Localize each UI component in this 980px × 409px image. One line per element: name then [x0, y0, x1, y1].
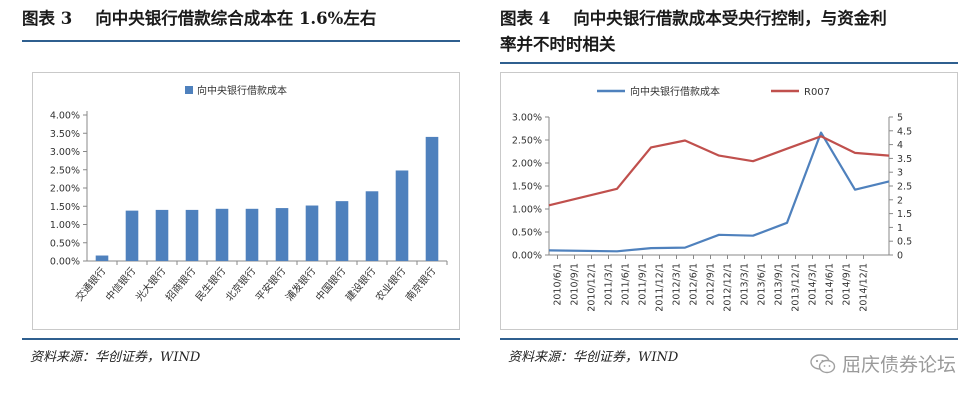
bar-x-tick-label: 民生银行 — [193, 265, 229, 304]
line-x-tick-label: 2012/9/1 — [706, 263, 717, 306]
line-y-left-tick-label: 2.50% — [512, 136, 542, 147]
series-line-2 — [548, 135, 890, 207]
bar-x-tick-label: 建设银行 — [343, 265, 379, 304]
bar-y-tick-label: 2.50% — [50, 165, 80, 176]
bar-9 — [335, 201, 349, 261]
line-y-left-tick-label: 2.00% — [512, 159, 542, 170]
bar-1 — [95, 255, 109, 261]
bar-y-tick-label: 0.00% — [50, 257, 80, 268]
line-y-right-tick-label: 5 — [897, 113, 903, 124]
watermark-text: 屈庆债券论坛 — [841, 354, 956, 376]
line-x-tick-label: 2012/6/1 — [689, 263, 700, 306]
line-x-tick-label: 2014/6/1 — [825, 263, 836, 306]
bar-4 — [185, 209, 199, 261]
line-y-right-tick-label: 0 — [897, 251, 903, 262]
line-x-tick-label: 2011/9/1 — [638, 263, 649, 306]
line-y-right-tick-label: 1.5 — [897, 209, 912, 220]
right-source-rule — [500, 338, 958, 340]
line-y-left-tick-label: 0.00% — [512, 251, 542, 262]
bar-x-tick-label: 中信银行 — [103, 265, 139, 304]
line-y-left-tick-label: 1.50% — [512, 182, 542, 193]
line-x-tick-label: 2011/3/1 — [604, 263, 615, 306]
left-title-rule — [22, 40, 460, 42]
bar-x-tick-label: 浦发银行 — [283, 265, 319, 304]
line-x-tick-label: 2010/12/1 — [587, 263, 598, 312]
line-y-right-tick-label: 0.5 — [897, 237, 912, 248]
bar-x-tick-label: 北京银行 — [223, 265, 259, 304]
bar-chart: 向中央银行借款成本 0.00% 0.50% 1.00% 1.50% 2.00% 2.50% 3… — [50, 84, 448, 304]
line-x-tick-label: 2013/9/1 — [774, 263, 785, 306]
line-x-tick-label: 2013/6/1 — [757, 263, 768, 306]
line-x-tick-label: 2012/3/1 — [672, 263, 683, 306]
line-chart: 向中央银行借款成本 R007 0.00% 0.50% 1.00% 1.50% 2.00% 2.… — [512, 85, 912, 312]
line-y-left-tick-label: 3.00% — [512, 113, 542, 124]
line-y-right-tick-label: 2.5 — [897, 182, 912, 193]
bar-y-tick-label: 1.00% — [50, 220, 80, 231]
bar-x-tick-label: 交通银行 — [73, 265, 109, 304]
line-legend-label-1: 向中央银行借款成本 — [630, 85, 720, 98]
bar-x-tick-label: 招商银行 — [163, 265, 199, 304]
line-x-tick-label: 2010/9/1 — [570, 263, 581, 306]
bar-8 — [305, 205, 319, 261]
line-x-tick-label: 2011/6/1 — [621, 263, 632, 306]
bar-10 — [365, 191, 379, 261]
line-x-tick-label: 2012/12/1 — [723, 263, 734, 312]
line-x-tick-label: 2010/6/1 — [553, 263, 564, 306]
wechat-icon — [810, 353, 836, 373]
left-source-rule — [22, 338, 460, 340]
line-y-right-tick-label: 2 — [897, 195, 903, 206]
bar-y-tick-label: 2.00% — [50, 184, 80, 195]
bar-legend-swatch — [185, 86, 193, 94]
bar-11 — [395, 170, 409, 261]
line-x-tick-label: 2013/3/1 — [740, 263, 751, 306]
bar-7 — [275, 208, 289, 261]
bar-x-tick-label: 中国银行 — [313, 265, 349, 304]
bar-5 — [215, 208, 229, 261]
bar-legend-label: 向中央银行借款成本 — [197, 84, 287, 97]
right-source-note: 资料来源：华创证券，WIND — [508, 350, 679, 365]
right-figure-title: 图表 4 向中央银行借款成本受央行控制，与资金利 率并不时时相关 — [500, 9, 887, 54]
bar-6 — [245, 208, 259, 261]
bar-2 — [125, 210, 139, 261]
bar-chart-frame: 向中央银行借款成本 0.00% 0.50% 1.00% 1.50% 2.00% 2.50% 3… — [32, 72, 460, 330]
watermark: 屈庆债券论坛 — [810, 350, 956, 377]
line-legend-label-2: R007 — [804, 87, 830, 98]
line-x-tick-label: 2014/12/1 — [859, 263, 870, 312]
right-title-rule — [500, 62, 958, 64]
bar-x-tick-label: 南京银行 — [403, 265, 439, 304]
line-x-tick-label: 2013/12/1 — [791, 263, 802, 312]
bar-12 — [425, 136, 439, 261]
line-chart-frame: 向中央银行借款成本 R007 0.00% 0.50% 1.00% 1.50% 2.00% 2.… — [500, 72, 958, 330]
line-y-right-tick-label: 1 — [897, 223, 903, 234]
line-x-tick-label: 2014/3/1 — [808, 263, 819, 306]
line-y-left-tick-label: 1.00% — [512, 205, 542, 216]
line-x-tick-label: 2011/12/1 — [655, 263, 666, 312]
bar-y-tick-label: 1.50% — [50, 202, 80, 213]
bar-x-tick-label: 光大银行 — [133, 265, 169, 304]
line-y-right-tick-label: 4 — [897, 140, 903, 151]
left-figure-title: 图表 3 向中央银行借款综合成本在 1.6%左右 — [22, 9, 377, 28]
bar-y-tick-label: 3.50% — [50, 129, 80, 140]
left-source-note: 资料来源：华创证券，WIND — [30, 350, 201, 365]
line-y-right-tick-label: 3 — [897, 168, 903, 179]
series-line-1 — [548, 131, 890, 253]
bar-3 — [155, 209, 169, 261]
line-x-tick-label: 2014/9/1 — [842, 263, 853, 306]
bar-y-tick-label: 4.00% — [50, 111, 80, 122]
bar-x-tick-label: 平安银行 — [253, 265, 289, 304]
line-y-left-tick-label: 0.50% — [512, 228, 542, 239]
bar-y-tick-label: 3.00% — [50, 147, 80, 158]
bar-x-tick-label: 农业银行 — [373, 265, 409, 304]
bar-y-tick-label: 0.50% — [50, 238, 80, 249]
line-y-right-tick-label: 3.5 — [897, 154, 912, 165]
line-y-right-tick-label: 4.5 — [897, 126, 912, 137]
